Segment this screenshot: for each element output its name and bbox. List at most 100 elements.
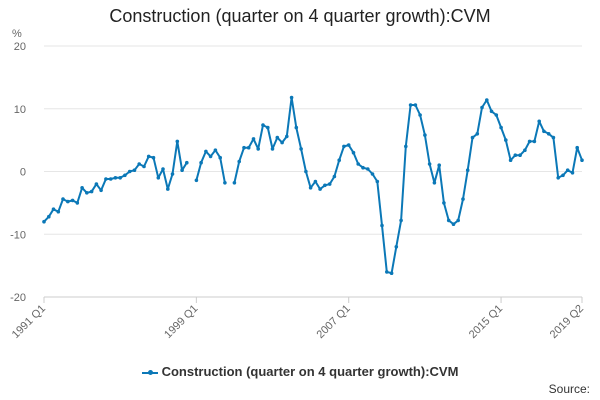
series-0-point-91[interactable] xyxy=(475,132,480,136)
series-0-point-107[interactable] xyxy=(551,135,556,140)
series-0-point-1[interactable] xyxy=(47,214,51,219)
series-0-point-21[interactable] xyxy=(142,164,146,169)
series-0-point-18[interactable] xyxy=(127,169,132,174)
series-0-point-6[interactable] xyxy=(70,198,75,203)
series-0-point-11[interactable] xyxy=(94,182,99,186)
series-0-point-35[interactable] xyxy=(208,154,213,159)
series-0-point-99[interactable] xyxy=(513,153,518,157)
series-0-point-103[interactable] xyxy=(532,139,537,144)
series-0-point-49[interactable] xyxy=(275,135,280,140)
series-0-point-96[interactable] xyxy=(499,125,503,130)
series-0-point-67[interactable] xyxy=(361,165,365,170)
series-0-point-60[interactable] xyxy=(327,182,332,186)
series-0-point-36[interactable] xyxy=(213,148,218,152)
series-0-point-87[interactable] xyxy=(456,218,461,223)
series-0-point-90[interactable] xyxy=(470,135,475,140)
series-0-point-20[interactable] xyxy=(137,162,141,166)
series-0-point-25[interactable] xyxy=(161,167,165,171)
series-0-point-47[interactable] xyxy=(266,125,270,130)
series-0-point-68[interactable] xyxy=(366,167,370,171)
series-0-point-59[interactable] xyxy=(323,183,327,188)
series-0-point-75[interactable] xyxy=(399,218,403,223)
series-0-point-56[interactable] xyxy=(308,186,313,190)
series-0-point-53[interactable] xyxy=(294,125,299,130)
series-0-point-95[interactable] xyxy=(494,113,499,117)
series-0-point-73[interactable] xyxy=(389,271,394,276)
series-0-point-70[interactable] xyxy=(375,179,380,184)
series-0-point-85[interactable] xyxy=(446,218,451,223)
series-0-point-71[interactable] xyxy=(380,223,384,228)
legend[interactable]: Construction (quarter on 4 quarter growt… xyxy=(0,364,600,379)
series-0-point-46[interactable] xyxy=(261,123,265,127)
series-0-point-113[interactable] xyxy=(580,158,584,162)
series-0-point-44[interactable] xyxy=(251,137,256,141)
series-0-point-101[interactable] xyxy=(523,148,527,152)
series-0-point-55[interactable] xyxy=(304,169,308,174)
series-0-point-88[interactable] xyxy=(461,197,465,201)
series-0-point-102[interactable] xyxy=(527,139,532,144)
series-0-point-72[interactable] xyxy=(385,270,389,274)
series-0-point-5[interactable] xyxy=(66,199,70,204)
series-0-point-100[interactable] xyxy=(518,153,522,157)
series-0-point-26[interactable] xyxy=(166,187,170,191)
series-0-point-79[interactable] xyxy=(418,113,422,117)
series-0-point-48[interactable] xyxy=(270,147,275,151)
series-0-point-104[interactable] xyxy=(537,119,541,124)
series-0-point-93[interactable] xyxy=(485,98,489,102)
series-0-point-30[interactable] xyxy=(185,160,189,165)
series-0-point-83[interactable] xyxy=(437,163,442,167)
series-0-point-34[interactable] xyxy=(204,149,208,154)
series-0-point-63[interactable] xyxy=(342,144,346,149)
series-0-point-50[interactable] xyxy=(280,140,284,145)
series-0-point-16[interactable] xyxy=(118,176,122,180)
series-0-point-111[interactable] xyxy=(570,171,575,175)
series-0-point-14[interactable] xyxy=(108,177,113,181)
series-0-point-76[interactable] xyxy=(404,144,408,149)
series-0-point-27[interactable] xyxy=(170,172,175,176)
series-0-point-65[interactable] xyxy=(351,150,356,155)
series-0-point-45[interactable] xyxy=(256,147,261,151)
series-0-point-13[interactable] xyxy=(104,177,108,181)
series-0-point-69[interactable] xyxy=(370,172,375,176)
series-0-point-24[interactable] xyxy=(156,176,161,180)
series-0-point-51[interactable] xyxy=(285,134,289,139)
series-0-point-17[interactable] xyxy=(123,173,127,178)
series-0-point-64[interactable] xyxy=(346,143,351,147)
series-0-point-108[interactable] xyxy=(556,176,560,180)
series-0-point-66[interactable] xyxy=(356,162,361,166)
series-0-point-52[interactable] xyxy=(289,95,294,100)
series-0-point-58[interactable] xyxy=(318,187,322,191)
series-0-point-112[interactable] xyxy=(575,145,579,150)
series-0-point-97[interactable] xyxy=(504,138,508,142)
series-0-point-41[interactable] xyxy=(237,159,241,164)
series-0-point-23[interactable] xyxy=(151,155,156,160)
series-0-point-19[interactable] xyxy=(132,168,137,172)
series-0-point-2[interactable] xyxy=(51,207,56,211)
series-0-point-61[interactable] xyxy=(332,174,337,179)
series-0-point-29[interactable] xyxy=(180,168,184,172)
series-0-point-98[interactable] xyxy=(508,158,513,162)
series-0-point-57[interactable] xyxy=(313,179,318,184)
series-0-point-74[interactable] xyxy=(394,245,399,249)
series-0-point-40[interactable] xyxy=(232,181,237,185)
series-0-point-12[interactable] xyxy=(99,188,103,193)
series-0-point-62[interactable] xyxy=(337,158,342,162)
series-0-point-109[interactable] xyxy=(561,173,565,178)
series-0-point-81[interactable] xyxy=(427,162,432,166)
series-0-point-28[interactable] xyxy=(175,139,180,144)
series-0-point-78[interactable] xyxy=(413,103,418,107)
series-0-point-84[interactable] xyxy=(442,201,446,205)
series-0-point-8[interactable] xyxy=(80,186,84,190)
series-0-point-54[interactable] xyxy=(299,147,303,151)
series-0-point-106[interactable] xyxy=(546,132,551,136)
series-0-point-37[interactable] xyxy=(218,155,222,160)
series-0-point-4[interactable] xyxy=(61,197,65,201)
series-0-point-86[interactable] xyxy=(451,222,456,226)
series-0-point-7[interactable] xyxy=(75,201,80,205)
series-0-point-9[interactable] xyxy=(85,191,89,195)
series-0-point-80[interactable] xyxy=(423,133,427,137)
series-0-point-32[interactable] xyxy=(194,178,199,183)
series-0-point-10[interactable] xyxy=(89,189,94,194)
series-0-point-89[interactable] xyxy=(465,168,470,172)
series-0-point-15[interactable] xyxy=(113,176,118,180)
